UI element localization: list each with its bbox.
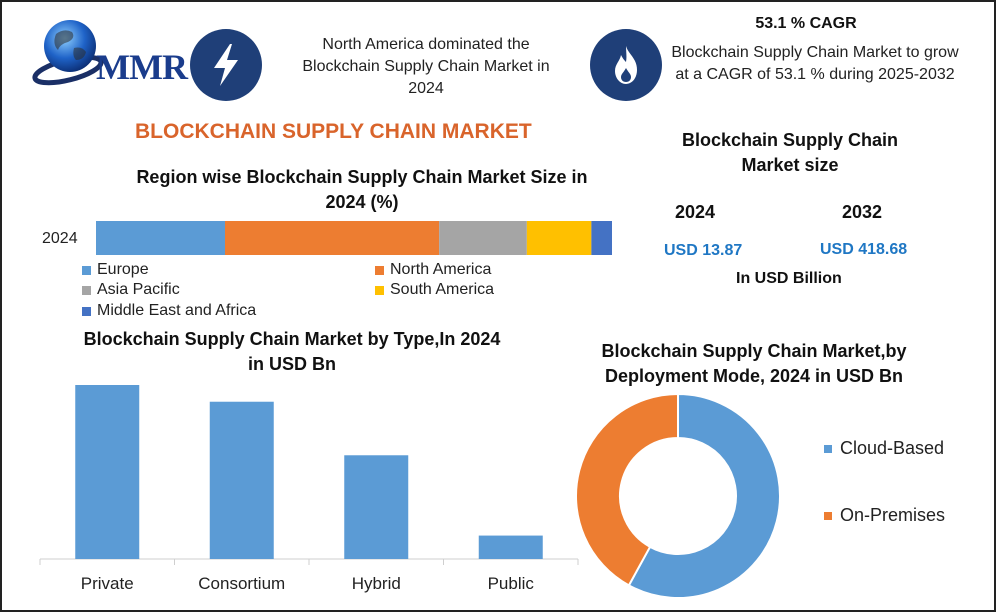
cagr-title: 53.1 % CAGR (755, 15, 857, 32)
legend-europe: Europe (82, 261, 149, 279)
region-stacked-bar-chart (96, 221, 612, 255)
region-bar-category-label: 2024 (42, 230, 78, 247)
market-size-value-2024: USD 13.87 (664, 242, 743, 259)
region-bar-segment-middle-east-and-africa (591, 221, 612, 255)
market-size-year-2032: 2032 (842, 202, 883, 222)
type-tick-label-hybrid: Hybrid (352, 574, 401, 593)
market-size-unit: In USD Billion (736, 270, 842, 287)
market-size-title: Blockchain Supply Chain Market size (681, 130, 899, 175)
lightning-icon (214, 44, 238, 86)
legend-label-north-america: North America (390, 261, 492, 278)
cagr-text: Blockchain Supply Chain Market to grow a… (671, 44, 959, 83)
deployment-chart-title: Blockchain Supply Chain Market,by Deploy… (601, 341, 907, 386)
type-bar-private (75, 385, 140, 559)
legend-cloud-based: Cloud-Based (824, 438, 944, 459)
type-tick-label-public: Public (488, 574, 535, 593)
legend-north-america: North America (375, 261, 491, 279)
type-chart-title: Blockchain Supply Chain Market by Type,I… (83, 329, 501, 374)
region-bar-segment-asia-pacific (439, 221, 527, 255)
legend-label-asia-pacific: Asia Pacific (97, 281, 180, 298)
type-tick-label-consortium: Consortium (198, 574, 285, 593)
legend-swatch-cloud-based (824, 444, 832, 453)
legend-south-america: South America (375, 281, 494, 299)
legend-on-premises: On-Premises (824, 505, 945, 526)
region-bar-segment-south-america (526, 221, 592, 255)
donut-slice-on-premises (575, 392, 679, 587)
flame-badge (590, 29, 662, 101)
type-tick-label-private: Private (81, 574, 134, 593)
region-bar-segment-europe (96, 221, 225, 255)
legend-middle-east-africa: Middle East and Africa (82, 302, 256, 320)
flame-icon (615, 46, 637, 84)
logo-text: MMR (96, 47, 188, 87)
legend-label-cloud-based: Cloud-Based (840, 438, 945, 458)
type-bar-hybrid (344, 455, 409, 559)
logo: MMR (30, 12, 190, 90)
legend-swatch-asia-pacific (82, 285, 91, 295)
legend-swatch-on-premises (824, 511, 832, 520)
legend-swatch-south-america (375, 285, 384, 295)
legend-asia-pacific: Asia Pacific (82, 281, 180, 299)
type-bar-chart: Private Consortium Hybrid Public (39, 385, 579, 593)
legend-swatch-europe (82, 265, 91, 275)
lightning-badge (190, 29, 262, 101)
legend-label-europe: Europe (97, 261, 149, 278)
deployment-donut-chart (575, 392, 781, 599)
dominance-text: North America dominated the Blockchain S… (302, 36, 550, 97)
legend-label-south-america: South America (390, 281, 495, 298)
legend-swatch-north-america (375, 265, 384, 275)
legend-swatch-middle-east-africa (82, 306, 91, 316)
donut-slice-cloud-based (627, 392, 781, 599)
type-bar-public (478, 535, 543, 559)
legend-label-middle-east-africa: Middle East and Africa (97, 302, 257, 319)
main-title: BLOCKCHAIN SUPPLY CHAIN MARKET (135, 120, 532, 143)
region-chart-title: Region wise Blockchain Supply Chain Mark… (136, 167, 588, 212)
type-bar-consortium (209, 401, 274, 559)
region-bar-segment-north-america (225, 221, 440, 255)
legend-label-on-premises: On-Premises (840, 505, 946, 525)
globe-icon (32, 20, 104, 86)
market-size-year-2024: 2024 (675, 202, 716, 222)
market-size-value-2032: USD 418.68 (820, 241, 908, 258)
